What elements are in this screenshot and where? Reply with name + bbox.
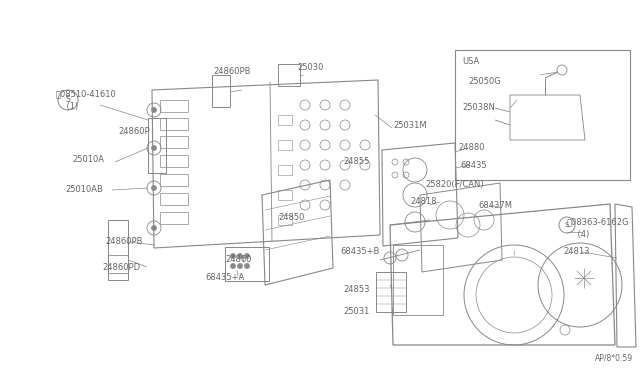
Bar [278, 165, 292, 175]
Circle shape [237, 253, 243, 259]
Text: USA: USA [462, 58, 479, 67]
Text: 25030: 25030 [297, 64, 323, 73]
Bar [160, 118, 188, 130]
Text: S: S [565, 222, 569, 228]
Text: 24860PB: 24860PB [213, 67, 250, 77]
Text: 24860PB: 24860PB [105, 237, 143, 247]
Bar [160, 212, 188, 224]
Text: 68435: 68435 [460, 160, 486, 170]
Bar [278, 115, 292, 125]
Circle shape [237, 263, 243, 269]
Text: 24813: 24813 [563, 247, 589, 257]
Bar [393, 245, 443, 315]
Text: 24880: 24880 [458, 144, 484, 153]
Text: 25050G: 25050G [468, 77, 500, 87]
Text: 25031: 25031 [343, 308, 369, 317]
Text: 25031M: 25031M [393, 121, 427, 129]
Bar [376, 272, 406, 312]
Text: 24818: 24818 [410, 198, 436, 206]
Text: (4): (4) [567, 230, 589, 238]
Bar [225, 247, 269, 281]
Text: 24853: 24853 [343, 285, 369, 295]
Text: 25010A: 25010A [72, 155, 104, 164]
Circle shape [244, 253, 250, 259]
Circle shape [230, 263, 236, 269]
Bar [278, 140, 292, 150]
Circle shape [152, 108, 157, 112]
Circle shape [244, 263, 250, 269]
Text: 25820(F/CAN): 25820(F/CAN) [425, 180, 484, 189]
Bar [108, 255, 128, 273]
Circle shape [152, 186, 157, 190]
Text: 24860: 24860 [225, 256, 252, 264]
Bar [108, 220, 128, 280]
Text: 24860P: 24860P [118, 128, 150, 137]
Bar [148, 118, 166, 173]
Text: Ⓝ08363-6162G: Ⓝ08363-6162G [567, 218, 630, 227]
Bar [160, 174, 188, 186]
Bar [160, 193, 188, 205]
Bar [160, 136, 188, 148]
Bar [278, 215, 292, 225]
Text: 68437M: 68437M [478, 201, 512, 209]
Text: 25010AB: 25010AB [65, 186, 103, 195]
Text: S: S [66, 96, 70, 105]
Text: (1): (1) [56, 102, 78, 110]
Bar [278, 64, 300, 86]
Circle shape [230, 253, 236, 259]
Bar [278, 190, 292, 200]
Bar [212, 75, 230, 107]
Text: 25038N: 25038N [462, 103, 495, 112]
Bar [160, 100, 188, 112]
Text: Ⓝ08510-41610: Ⓝ08510-41610 [56, 90, 116, 99]
Circle shape [152, 225, 157, 231]
Circle shape [152, 145, 157, 151]
Text: 24855: 24855 [343, 157, 369, 167]
Text: 24860PD: 24860PD [102, 263, 140, 273]
Text: 24850: 24850 [278, 214, 305, 222]
Text: AP/8*0.59: AP/8*0.59 [595, 353, 633, 362]
Text: 68435+A: 68435+A [205, 273, 244, 282]
Bar [455, 50, 630, 180]
Bar [160, 155, 188, 167]
Text: 68435+B: 68435+B [340, 247, 380, 257]
